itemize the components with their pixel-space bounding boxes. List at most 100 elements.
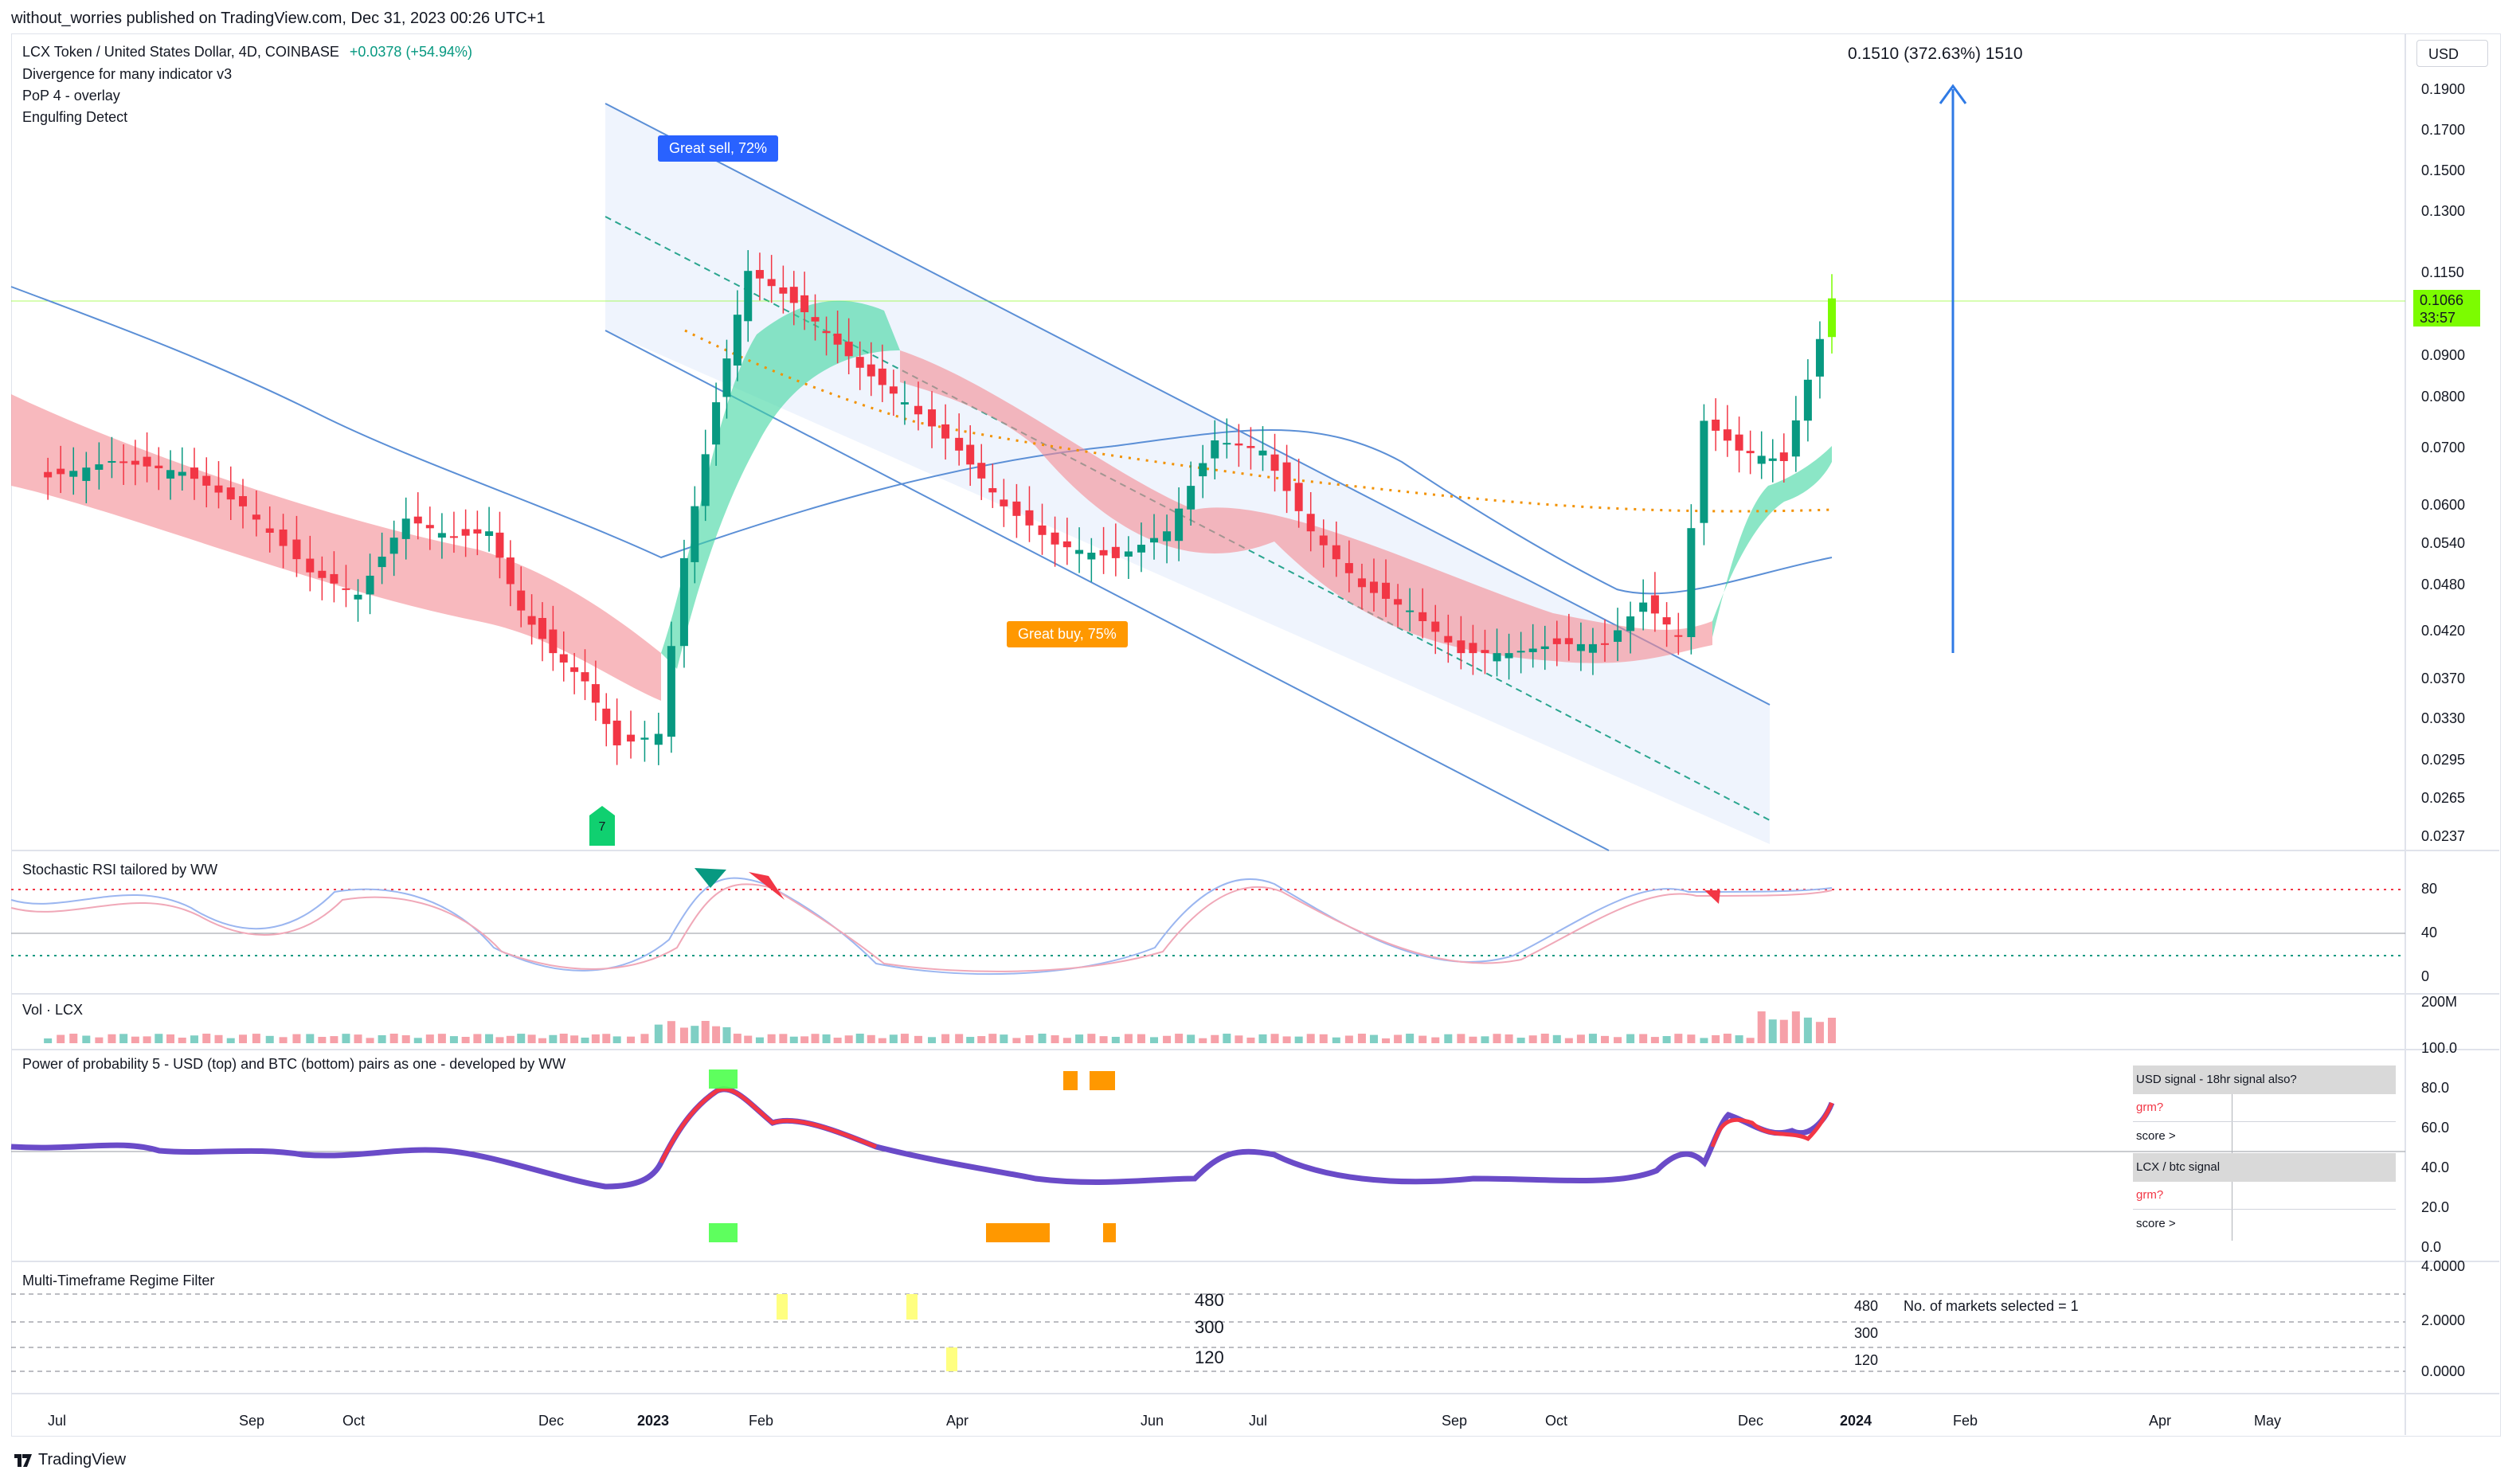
candle-body <box>1319 535 1328 545</box>
engulfing-marker-shape <box>589 806 615 846</box>
great-sell-label: Great sell, 72% <box>658 135 779 162</box>
time-tick: Oct <box>342 1413 366 1429</box>
time-tick: May <box>2254 1413 2282 1429</box>
candle-body <box>1418 612 1427 621</box>
candle-body <box>44 471 53 478</box>
mtf-pane-title[interactable]: Multi-Timeframe Regime Filter <box>22 1273 215 1288</box>
last-price-value: 0.1066 <box>2420 292 2464 308</box>
candle-body <box>330 573 338 584</box>
stoch-k-line <box>10 877 1833 976</box>
volume-bar <box>1187 1034 1195 1043</box>
candle-body <box>1505 653 1513 659</box>
candle-body <box>202 475 211 486</box>
symbol-legend[interactable]: LCX Token / United States Dollar, 4D, CO… <box>22 41 472 63</box>
volume-bar <box>559 1034 568 1043</box>
brand[interactable]: TradingView <box>14 1451 126 1469</box>
candle-body <box>767 279 776 287</box>
indicator-legend-2[interactable]: PoP 4 - overlay <box>22 88 120 104</box>
pop-pane-title[interactable]: Power of probability 5 - USD (top) and B… <box>22 1056 566 1072</box>
volume-bar <box>1614 1037 1622 1043</box>
mtf-axis-2: 2.0000 <box>2421 1312 2466 1328</box>
candle-body <box>679 557 688 647</box>
volume-bar <box>779 1034 788 1043</box>
candle-body <box>82 467 91 481</box>
candle-body <box>955 437 964 451</box>
candle-body <box>1150 538 1159 543</box>
volume-bar <box>1662 1036 1671 1043</box>
volume-bar <box>767 1034 776 1043</box>
volume-bar <box>701 1021 710 1043</box>
volume-bar <box>425 1034 434 1043</box>
candle-body <box>640 737 649 740</box>
candle-body <box>602 708 611 725</box>
vol-pane-title[interactable]: Vol · LCX <box>22 1002 84 1018</box>
volume-bar <box>1012 1038 1021 1043</box>
candle-body <box>1175 508 1184 542</box>
bar-countdown: 33:57 <box>2420 310 2456 326</box>
candle-body <box>437 533 446 538</box>
candle-body <box>914 405 922 415</box>
candle-body <box>538 618 546 639</box>
volume-bar <box>437 1034 446 1043</box>
symbol-name: LCX Token / United States Dollar, 4D, CO… <box>22 44 339 60</box>
volume-bar <box>627 1036 636 1043</box>
candle-body <box>527 616 536 625</box>
volume-bar <box>602 1034 611 1043</box>
indicator-legend-1[interactable]: Divergence for many indicator v3 <box>22 66 233 82</box>
pop-axis-0: 0.0 <box>2421 1239 2442 1255</box>
regression-channel <box>605 104 1770 844</box>
pop-axis-80: 80.0 <box>2421 1080 2450 1096</box>
candle-body <box>461 529 470 536</box>
volume-bar <box>1344 1035 1353 1043</box>
price-tick: 0.1300 <box>2421 203 2466 219</box>
volume-bar <box>226 1038 235 1043</box>
volume-bar <box>202 1034 211 1043</box>
candle-body <box>1012 501 1021 516</box>
candle-body <box>667 646 675 737</box>
cloud-red-2 <box>900 350 1712 663</box>
volume-bar <box>549 1034 558 1043</box>
candle-body <box>1163 531 1172 542</box>
volume-bar <box>1000 1034 1008 1043</box>
volume-bar <box>1418 1035 1427 1043</box>
volume-bar <box>800 1036 809 1043</box>
candle-body <box>1588 643 1597 653</box>
candle-body <box>1601 643 1609 645</box>
time-tick: Jul <box>1249 1413 1268 1429</box>
volume-bar <box>1444 1034 1453 1043</box>
candle-body <box>1576 643 1585 651</box>
volume-bar <box>1369 1034 1378 1043</box>
volume-bar <box>449 1036 458 1043</box>
volume-bar <box>1246 1037 1255 1043</box>
candle-body <box>1687 528 1696 638</box>
volume-bar <box>1332 1037 1340 1043</box>
volume-bar <box>1469 1036 1477 1043</box>
indicator-legend-3[interactable]: Engulfing Detect <box>22 109 128 125</box>
candle-body <box>69 471 78 477</box>
candle-body <box>1099 549 1108 556</box>
volume-bar <box>1803 1017 1812 1043</box>
candle-body <box>265 528 274 534</box>
candle-body <box>1062 541 1071 548</box>
stoch-pane-title[interactable]: Stochastic RSI tailored by WW <box>22 862 218 878</box>
volume-bar <box>1163 1035 1172 1043</box>
volume-bar <box>955 1034 964 1043</box>
candle-body <box>239 495 247 506</box>
candle-body <box>1493 653 1501 662</box>
chart-frame <box>11 33 2501 1437</box>
currency-button[interactable]: USD <box>2416 40 2488 67</box>
volume-bar <box>413 1038 422 1043</box>
mtf-axis-4: 4.0000 <box>2421 1258 2466 1274</box>
price-tick: 0.1700 <box>2421 122 2466 138</box>
volume-bars <box>44 1011 1836 1043</box>
candle-body <box>1306 514 1315 532</box>
candle-body <box>57 468 65 475</box>
volume-bar <box>1516 1038 1525 1043</box>
usd-signal-header: USD signal - 18hr signal also? <box>2133 1066 2396 1094</box>
btc-signal-header: LCX / btc signal <box>2133 1153 2396 1182</box>
volume-bar <box>1075 1034 1084 1043</box>
candle-body <box>190 467 198 479</box>
candlesticks <box>44 250 1836 765</box>
volume-bar <box>928 1037 937 1043</box>
